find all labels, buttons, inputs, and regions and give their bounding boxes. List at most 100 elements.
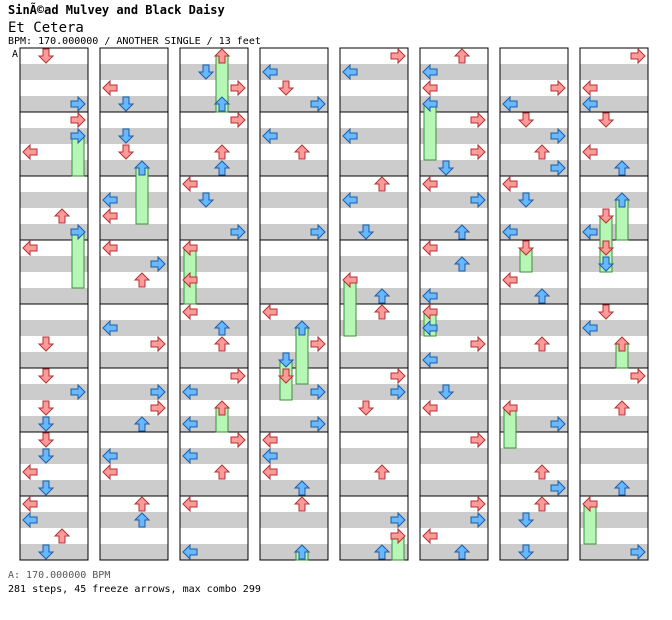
beat-band: [580, 304, 648, 320]
beat-band: [100, 96, 168, 112]
beat-band: [20, 64, 88, 80]
beat-band: [420, 112, 488, 128]
beat-band: [180, 256, 248, 272]
beat-band: [20, 144, 88, 160]
beat-band: [100, 320, 168, 336]
beat-band: [100, 336, 168, 352]
beat-band: [420, 544, 488, 560]
beat-band: [180, 416, 248, 432]
beat-band: [580, 400, 648, 416]
beat-band: [500, 160, 568, 176]
column-frame: [99, 47, 169, 561]
column-frame: [579, 47, 649, 561]
beat-band: [500, 496, 568, 512]
beat-band: [420, 128, 488, 144]
beat-band: [340, 112, 408, 128]
beat-band: [260, 48, 328, 64]
beat-band: [340, 240, 408, 256]
freeze-arrow: [423, 103, 437, 161]
beat-band: [20, 416, 88, 432]
beat-band: [100, 384, 168, 400]
beat-band: [180, 96, 248, 112]
beat-band: [340, 128, 408, 144]
beat-band: [580, 528, 648, 544]
beat-band: [580, 496, 648, 512]
chart-stats: 281 steps, 45 freeze arrows, max combo 2…: [8, 584, 261, 595]
beat-band: [100, 64, 168, 80]
column-frame: [419, 47, 489, 561]
beat-band: [500, 112, 568, 128]
freeze-arrow: [135, 167, 149, 225]
chart-column: [339, 47, 409, 561]
beat-band: [20, 240, 88, 256]
song-artist: SinÃ©ad Mulvey and Black Daisy: [8, 3, 225, 17]
beat-band: [180, 352, 248, 368]
beat-band: [180, 496, 248, 512]
beat-band: [20, 544, 88, 560]
beat-band: [100, 128, 168, 144]
beat-band: [580, 80, 648, 96]
beat-band: [260, 288, 328, 304]
beat-band: [500, 512, 568, 528]
beat-band: [100, 224, 168, 240]
beat-band: [100, 352, 168, 368]
beat-band: [180, 512, 248, 528]
beat-band: [100, 240, 168, 256]
song-title: Et Cetera: [8, 20, 84, 36]
beat-band: [20, 160, 88, 176]
beat-band: [420, 480, 488, 496]
beat-band: [180, 160, 248, 176]
beat-band: [500, 96, 568, 112]
beat-band: [340, 256, 408, 272]
beat-band: [580, 512, 648, 528]
beat-band: [260, 208, 328, 224]
beat-band: [100, 48, 168, 64]
column-frame: [259, 47, 329, 561]
beat-band: [100, 512, 168, 528]
beat-band: [340, 176, 408, 192]
beat-band: [260, 192, 328, 208]
beat-band: [180, 272, 248, 288]
beat-band: [340, 208, 408, 224]
beat-band: [20, 208, 88, 224]
beat-band: [260, 512, 328, 528]
beat-band: [580, 96, 648, 112]
beat-band: [340, 528, 408, 544]
beat-band: [20, 368, 88, 384]
beat-band: [100, 416, 168, 432]
beat-band: [420, 352, 488, 368]
beat-band: [260, 432, 328, 448]
beat-band: [180, 208, 248, 224]
beat-band: [500, 48, 568, 64]
chart-column: [179, 47, 249, 561]
beat-band: [260, 320, 328, 336]
beat-band: [20, 128, 88, 144]
beat-band: [420, 416, 488, 432]
beat-band: [20, 256, 88, 272]
beat-band: [500, 464, 568, 480]
beat-band: [580, 320, 648, 336]
beat-band: [580, 480, 648, 496]
column-frame: [179, 47, 249, 561]
beat-band: [420, 336, 488, 352]
beat-band: [260, 96, 328, 112]
chart-column: [259, 47, 329, 561]
beat-band: [20, 464, 88, 480]
beat-band: [260, 256, 328, 272]
beat-band: [340, 336, 408, 352]
beat-band: [260, 496, 328, 512]
beat-band: [420, 304, 488, 320]
beat-band: [260, 480, 328, 496]
beat-band: [260, 384, 328, 400]
beat-band: [20, 112, 88, 128]
beat-band: [20, 496, 88, 512]
beat-band: [100, 480, 168, 496]
beat-band: [20, 192, 88, 208]
beat-band: [500, 400, 568, 416]
beat-band: [340, 352, 408, 368]
beat-band: [180, 464, 248, 480]
beat-band: [580, 160, 648, 176]
beat-band: [500, 80, 568, 96]
beat-band: [340, 496, 408, 512]
beat-band: [500, 224, 568, 240]
